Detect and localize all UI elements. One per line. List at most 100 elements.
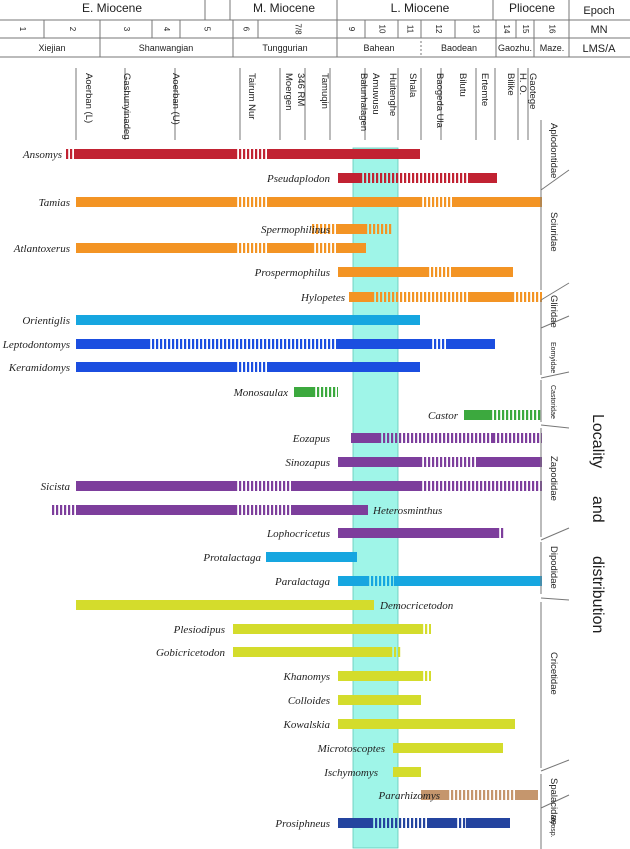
hatch-stripe	[501, 528, 504, 538]
hatch-stripe	[263, 197, 266, 207]
range-bar-prospermophilus	[452, 267, 513, 277]
epoch-middle-miocene: M. Miocene	[253, 1, 315, 15]
taxon-label-prospermophilus: Prospermophilus	[254, 267, 330, 279]
lms-gaozhu: Gaozhu.	[498, 43, 532, 53]
hatch-stripe	[475, 790, 478, 800]
hatch-stripe	[329, 387, 332, 397]
hatch-stripe	[538, 410, 541, 420]
family-gliridae: Gliridae	[548, 295, 559, 328]
hatch-stripe	[216, 339, 219, 349]
range-bar-uncertain-gobicricetodon	[390, 647, 401, 657]
hatch-stripe	[537, 433, 540, 443]
hatch-stripe	[440, 173, 443, 183]
hatch-stripe	[321, 387, 324, 397]
range-bar-uncertain-eozapus	[493, 433, 542, 443]
hatch-stripe	[484, 481, 487, 491]
hatch-stripe	[247, 505, 250, 515]
hatch-stripe	[308, 339, 311, 349]
hatch-stripe	[501, 433, 504, 443]
hatch-stripe	[255, 362, 258, 372]
range-bar-uncertain-tamias	[235, 197, 268, 207]
hatch-stripe	[60, 505, 63, 515]
hatch-stripe	[172, 339, 175, 349]
family-sciuridae: Sciuridae	[548, 212, 559, 252]
hatch-stripe	[372, 292, 375, 302]
hatch-stripe	[384, 173, 387, 183]
hatch-stripe	[495, 790, 498, 800]
hatch-stripe	[316, 224, 319, 234]
hatch-stripe	[447, 433, 450, 443]
hatch-stripe	[235, 362, 238, 372]
range-bar-tamias	[268, 197, 420, 207]
taxon-label-castor: Castor	[428, 410, 459, 422]
hatch-stripe	[243, 505, 246, 515]
hatch-stripe	[243, 149, 246, 159]
hatch-stripe	[267, 149, 268, 159]
hatch-stripe	[420, 197, 423, 207]
hatch-stripe	[448, 173, 451, 183]
hatch-stripe	[70, 149, 73, 159]
range-bar-khanomys	[338, 671, 421, 681]
hatch-stripe	[379, 576, 382, 586]
hatch-stripe	[220, 339, 223, 349]
range-bar-uncertain-sinozapus	[420, 457, 478, 467]
lms-shanwangian: Shanwangian	[139, 43, 194, 53]
taxon-label-keramidomys: Keramidomys	[8, 362, 70, 374]
hatch-stripe	[317, 387, 320, 397]
range-bar-democricetodon	[76, 600, 374, 610]
hatch-stripe	[228, 339, 231, 349]
range-bar-pseudaplodon	[470, 173, 497, 183]
hatch-stripe	[431, 267, 434, 277]
hatch-stripe	[419, 818, 422, 828]
hatch-stripe	[459, 790, 462, 800]
family-castoridae: Castoridae	[549, 385, 556, 419]
range-bar-tamias	[76, 197, 235, 207]
hatch-stripe	[275, 505, 278, 515]
hatch-stripe	[440, 457, 443, 467]
hatch-stripe	[463, 818, 466, 828]
locality-tairum-nur: Tairum Nur	[246, 73, 257, 119]
hatch-stripe	[487, 790, 490, 800]
hatch-stripe	[509, 433, 512, 443]
hatch-stripe	[503, 790, 506, 800]
hatch-stripe	[283, 481, 286, 491]
mn-zone-13: 13	[471, 25, 480, 34]
hatch-stripe	[383, 818, 386, 828]
family-aplodontidae: Aplodontidae	[548, 123, 559, 178]
hatch-stripe	[390, 647, 393, 657]
locality-baogeda-ula: Baogeda Ula	[434, 73, 445, 129]
hatch-stripe	[416, 173, 419, 183]
hatch-stripe	[400, 292, 403, 302]
hatch-stripe	[375, 818, 378, 828]
hatch-stripe	[251, 197, 254, 207]
hatch-stripe	[476, 457, 478, 467]
hatch-stripe	[392, 173, 395, 183]
mn-zone-15: 15	[521, 25, 530, 34]
hatch-stripe	[428, 292, 431, 302]
hatch-stripe	[436, 197, 439, 207]
hatch-stripe	[391, 818, 394, 828]
hatch-stripe	[442, 339, 445, 349]
hatch-stripe	[444, 173, 447, 183]
hatch-stripe	[232, 339, 235, 349]
range-bar-uncertain-ansomys	[66, 149, 76, 159]
hatch-stripe	[460, 457, 463, 467]
hatch-stripe	[235, 197, 238, 207]
hatch-stripe	[212, 339, 215, 349]
hatch-stripe	[396, 292, 399, 302]
hatch-stripe	[312, 243, 315, 253]
taxon-label-monosaulax: Monosaulax	[233, 387, 289, 399]
hatch-stripe	[434, 339, 437, 349]
range-bar-uncertain-prosiphneus	[371, 818, 426, 828]
hatch-stripe	[259, 149, 262, 159]
hatch-stripe	[421, 671, 424, 681]
hatch-stripe	[188, 339, 191, 349]
range-bar-uncertain-khanomys	[421, 671, 431, 681]
hatch-stripe	[407, 433, 410, 443]
range-bar-eozapus	[351, 433, 379, 443]
hatch-stripe	[528, 292, 531, 302]
hatch-stripe	[263, 481, 266, 491]
hatch-stripe	[424, 457, 427, 467]
hatch-stripe	[399, 433, 402, 443]
hatch-stripe	[428, 457, 431, 467]
